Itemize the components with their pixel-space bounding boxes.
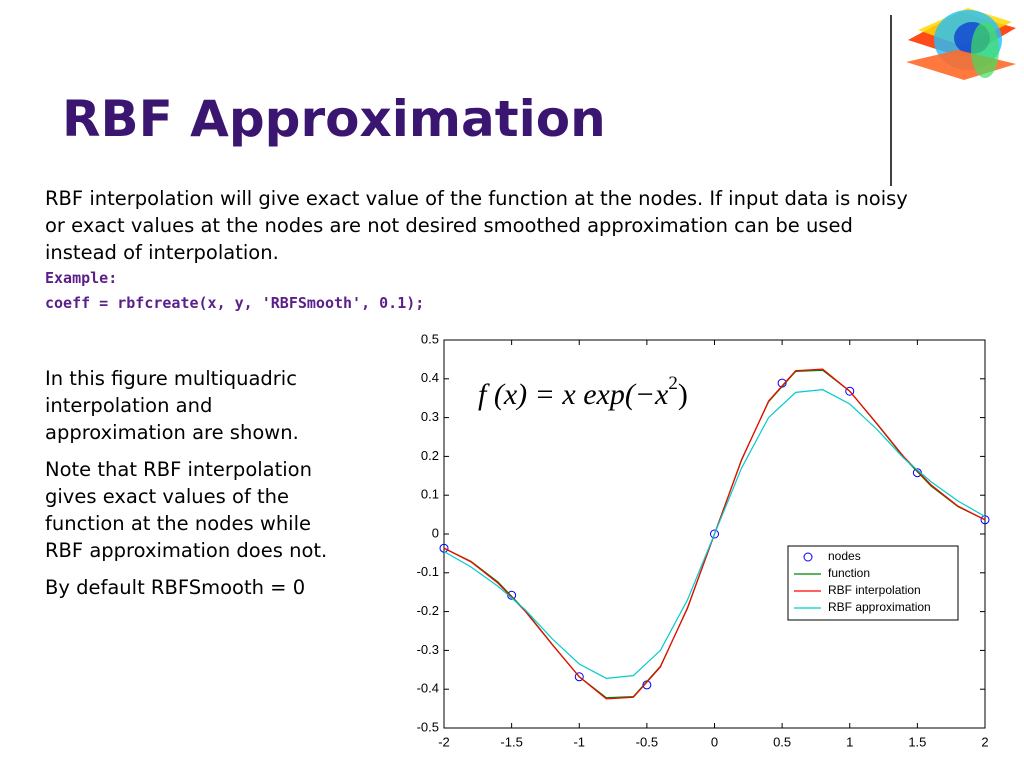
y-tick-label: 0.2: [421, 448, 439, 463]
x-tick-label: 0.5: [773, 734, 791, 749]
note: Note that RBF interpolation gives exact …: [45, 458, 328, 562]
x-tick-label: 1: [846, 734, 853, 749]
node-marker: [845, 386, 855, 396]
y-tick-label: -0.2: [417, 603, 439, 618]
note: In this figure multiquadric interpolatio…: [45, 367, 299, 444]
logo: [906, 8, 1016, 80]
curve: [443, 389, 986, 679]
y-tick-label: -0.1: [417, 564, 439, 579]
legend-label: RBF interpolation: [828, 583, 921, 597]
x-tick-label: 2: [981, 734, 988, 749]
formula-part: ): [678, 378, 688, 411]
example-code: coeff = rbfcreate(x, y, 'RBFSmooth', 0.1…: [45, 294, 425, 312]
x-tick-label: -0.5: [636, 734, 658, 749]
slide-title: RBF Approximation: [62, 90, 606, 148]
y-tick-label: 0.5: [421, 331, 439, 346]
legend-marker: [803, 552, 813, 562]
formula-part: f (x) = x exp(−x: [478, 378, 669, 411]
legend-label: nodes: [828, 549, 861, 563]
example-label: Example:: [45, 269, 118, 287]
intro-text: RBF interpolation will give exact value …: [45, 187, 908, 264]
formula-exponent: 2: [668, 373, 678, 394]
formula: f (x) = x exp(−x2): [478, 373, 688, 411]
legend-label: function: [828, 566, 870, 580]
x-tick-label: -1.5: [500, 734, 522, 749]
x-tick-label: -1: [573, 734, 585, 749]
x-tick-label: 1.5: [908, 734, 926, 749]
node-marker: [710, 529, 719, 539]
y-tick-label: -0.4: [417, 681, 439, 696]
y-tick-label: -0.3: [417, 642, 439, 657]
node-marker: [439, 543, 449, 553]
node-marker: [574, 672, 584, 682]
x-tick-label: 0: [711, 734, 718, 749]
x-tick-label: -2: [438, 734, 450, 749]
y-tick-label: 0.4: [421, 370, 439, 385]
y-tick-label: 0.3: [421, 409, 439, 424]
node-marker: [980, 515, 990, 525]
y-tick-label: 0.1: [421, 487, 439, 502]
note: By default RBFSmooth = 0: [45, 576, 306, 599]
notes: In this figure multiquadric interpolatio…: [45, 365, 340, 611]
y-tick-label: -0.5: [417, 719, 439, 734]
y-tick-label: 0: [432, 525, 439, 540]
legend-label: RBF approximation: [828, 600, 931, 614]
